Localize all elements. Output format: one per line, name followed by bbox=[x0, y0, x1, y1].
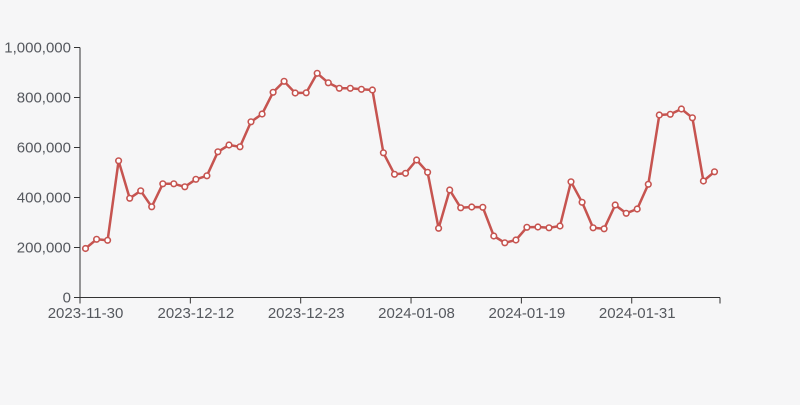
data-point-marker bbox=[523, 223, 531, 231]
y-axis-tick-label: 400,000 bbox=[17, 190, 71, 207]
data-point-marker bbox=[214, 148, 222, 156]
data-point-marker bbox=[710, 168, 719, 176]
data-point-marker bbox=[346, 84, 354, 92]
x-axis-tick-label: 2024-01-08 bbox=[378, 305, 455, 322]
data-point-marker bbox=[611, 201, 619, 209]
data-point-marker bbox=[578, 198, 586, 206]
data-point-marker bbox=[556, 222, 564, 230]
data-point-marker bbox=[413, 156, 421, 164]
data-point-marker bbox=[236, 143, 244, 151]
data-point-marker bbox=[324, 79, 332, 87]
data-point-marker bbox=[534, 223, 542, 231]
data-point-marker bbox=[468, 203, 476, 211]
data-point-marker bbox=[247, 118, 255, 126]
data-point-marker bbox=[280, 77, 288, 85]
data-point-marker bbox=[137, 187, 145, 195]
data-point-marker bbox=[589, 224, 597, 232]
data-point-marker bbox=[644, 180, 652, 188]
y-axis-tick-label: 1,000,000 bbox=[4, 40, 71, 57]
x-axis-tick-label: 2023-12-12 bbox=[157, 305, 234, 322]
data-point-marker bbox=[479, 203, 487, 211]
data-point-marker bbox=[225, 141, 233, 149]
data-point-marker bbox=[103, 236, 112, 244]
data-point-marker bbox=[622, 209, 630, 217]
y-axis-tick-label: 800,000 bbox=[17, 90, 71, 107]
data-point-marker bbox=[181, 183, 189, 191]
data-point-marker bbox=[269, 88, 277, 96]
data-point-marker bbox=[126, 194, 134, 202]
data-point-marker bbox=[688, 114, 697, 122]
series-line bbox=[84, 72, 716, 250]
data-point-marker bbox=[170, 180, 178, 188]
data-point-marker bbox=[159, 180, 167, 188]
data-point-marker bbox=[512, 236, 520, 244]
data-point-marker bbox=[203, 172, 211, 180]
data-point-marker bbox=[335, 84, 343, 92]
data-point-marker bbox=[655, 111, 663, 119]
data-point-marker bbox=[677, 105, 686, 113]
data-point-marker bbox=[148, 203, 156, 211]
data-point-marker bbox=[313, 69, 321, 77]
data-point-marker bbox=[291, 89, 299, 97]
data-point-marker bbox=[545, 224, 553, 232]
data-point-marker bbox=[490, 232, 498, 240]
data-point-marker bbox=[457, 204, 465, 212]
data-point-marker bbox=[446, 186, 454, 194]
data-point-marker bbox=[424, 168, 432, 176]
data-point-marker bbox=[600, 225, 608, 233]
data-point-marker bbox=[390, 170, 399, 178]
data-point-marker bbox=[699, 177, 708, 185]
y-axis-tick-label: 200,000 bbox=[17, 240, 71, 257]
data-point-marker bbox=[357, 85, 366, 93]
data-point-marker bbox=[501, 239, 509, 247]
x-axis-tick-label: 2023-12-23 bbox=[268, 305, 345, 322]
y-axis-tick-label: 0 bbox=[63, 290, 71, 307]
data-point-marker bbox=[192, 175, 200, 183]
y-axis-tick-label: 600,000 bbox=[17, 140, 71, 157]
data-point-marker bbox=[401, 169, 410, 177]
data-point-marker bbox=[666, 110, 674, 118]
data-point-marker bbox=[302, 89, 310, 97]
data-point-marker bbox=[92, 235, 101, 243]
data-point-marker bbox=[633, 205, 641, 213]
data-point-marker bbox=[368, 86, 377, 94]
x-axis-tick-label: 2024-01-19 bbox=[489, 305, 566, 322]
data-point-marker bbox=[435, 224, 443, 232]
x-axis-tick-label: 2024-01-31 bbox=[599, 305, 676, 322]
x-axis-tick-label: 2023-11-30 bbox=[48, 305, 124, 322]
data-point-marker bbox=[258, 110, 266, 118]
data-point-marker bbox=[114, 157, 123, 165]
data-point-marker bbox=[379, 149, 388, 157]
data-point-marker bbox=[567, 178, 575, 186]
data-point-marker bbox=[81, 244, 90, 253]
